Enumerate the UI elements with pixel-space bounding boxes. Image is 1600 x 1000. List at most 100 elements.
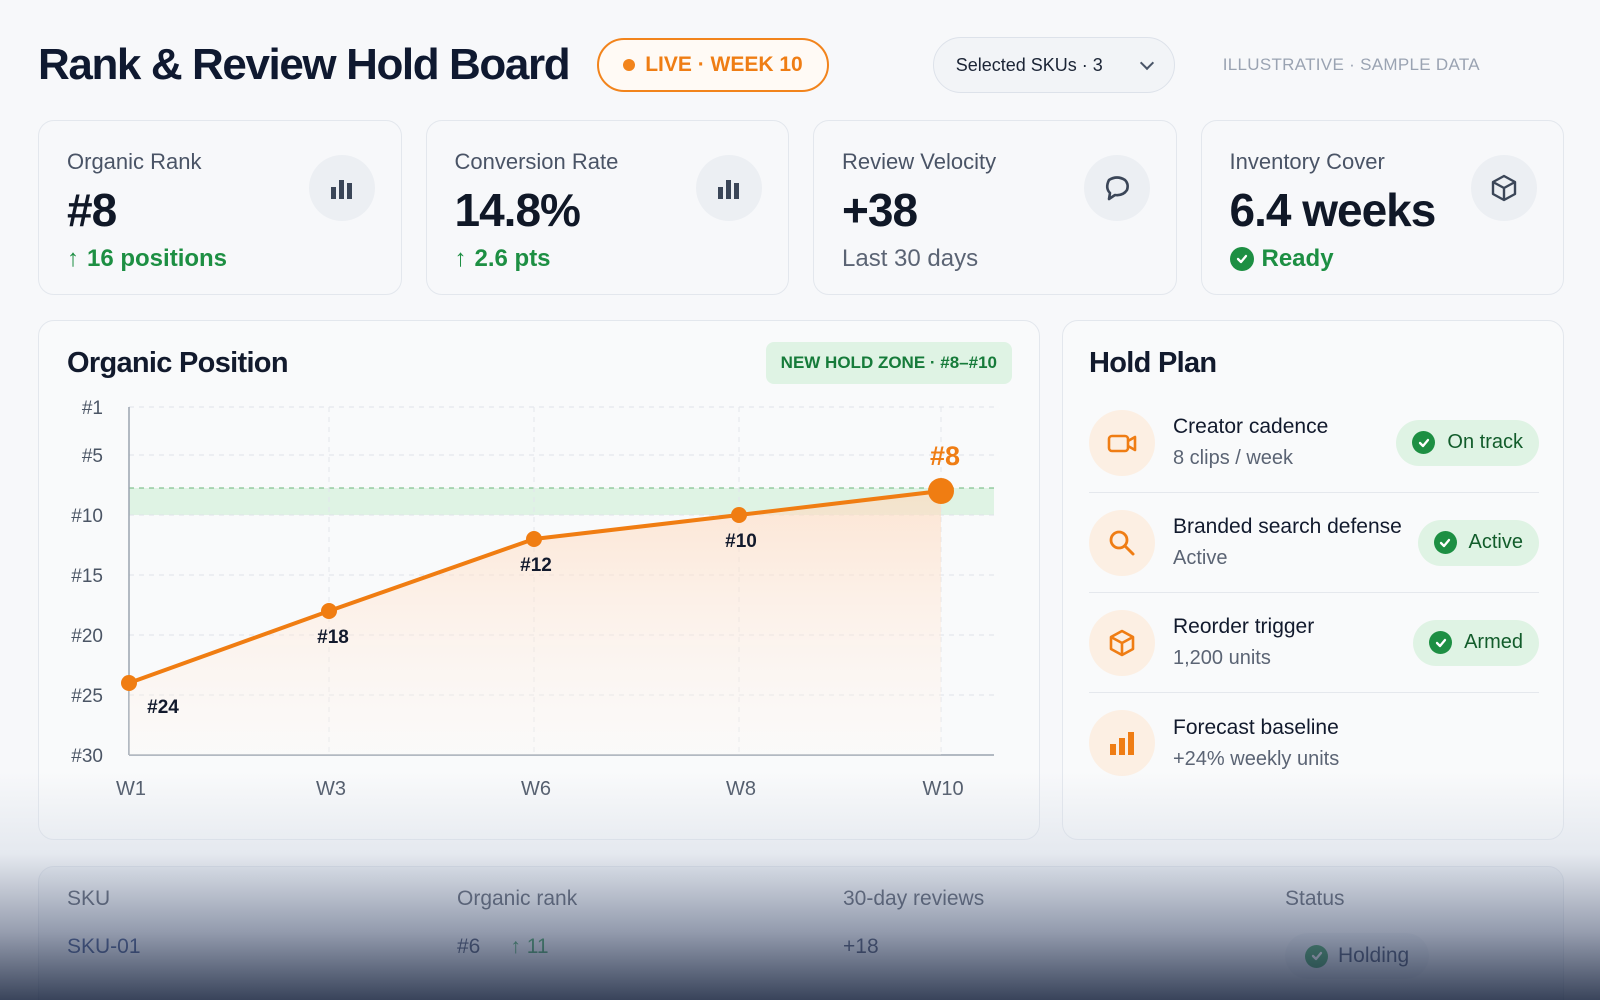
page-header: Rank & Review Hold Board LIVE · WEEK 10 … bbox=[38, 30, 1572, 100]
column-header-sku[interactable]: SKU bbox=[67, 887, 111, 910]
kpi-period: Last 30 days bbox=[842, 245, 979, 272]
box-icon bbox=[1089, 609, 1155, 676]
sku-cell[interactable]: SKU-01 bbox=[67, 935, 141, 958]
plan-item-forecast-baseline[interactable]: Forecast baseline +24% weekly units bbox=[1089, 693, 1539, 793]
kpi-trend: ↑ 16 positions bbox=[67, 245, 373, 273]
magnifier-icon bbox=[1089, 509, 1155, 576]
kpi-card-review-velocity[interactable]: Review Velocity +38 Last 30 days bbox=[813, 120, 1177, 295]
x-tick-label: W8 bbox=[726, 778, 756, 800]
plan-item-name: Branded search defense bbox=[1173, 515, 1402, 538]
data-label: #12 bbox=[520, 555, 552, 576]
kpi-trend-label: 16 positions bbox=[87, 245, 228, 272]
check-icon bbox=[1229, 247, 1254, 271]
rank-value: #6 bbox=[457, 935, 481, 958]
hold-plan-panel: Hold Plan Creator cadence 8 clips / week … bbox=[1062, 320, 1564, 840]
video-camera-icon bbox=[1089, 409, 1155, 476]
y-tick-label: #20 bbox=[71, 626, 103, 647]
sample-data-label: ILLUSTRATIVE · SAMPLE DATA bbox=[1222, 55, 1480, 74]
chat-bubble-icon bbox=[1083, 155, 1150, 221]
bar-chart-icon bbox=[696, 155, 762, 221]
kpi-trend: ↑ 2.6 pts bbox=[455, 245, 761, 273]
organic-position-chart: #1 #5 #10 #15 #20 #25 #30 W1 W3 W6 W8 W10 #24 #18 #12 #… bbox=[71, 398, 994, 800]
plan-item-detail: Active bbox=[1173, 547, 1228, 569]
kpi-value: 14.8% bbox=[454, 184, 581, 236]
plan-item-name: Forecast baseline bbox=[1173, 715, 1339, 739]
column-header-status[interactable]: Status bbox=[1285, 887, 1345, 910]
y-tick-label: #5 bbox=[82, 446, 103, 467]
data-label: #18 bbox=[317, 627, 349, 648]
kpi-label: Review Velocity bbox=[842, 149, 997, 174]
chevron-down-icon bbox=[1139, 55, 1154, 70]
y-tick-label: #15 bbox=[71, 566, 103, 587]
arrow-up-icon: ↑ bbox=[454, 245, 467, 272]
check-icon bbox=[1433, 531, 1457, 554]
selected-skus-label: Selected SKUs · 3 bbox=[955, 54, 1103, 75]
data-point[interactable] bbox=[121, 675, 137, 691]
status-label: On track bbox=[1447, 431, 1523, 453]
plan-item-creator-cadence[interactable]: Creator cadence 8 clips / week On track bbox=[1089, 393, 1539, 493]
plan-item-name: Reorder trigger bbox=[1173, 615, 1315, 638]
kpi-value: +38 bbox=[842, 184, 918, 236]
column-header-reviews[interactable]: 30-day reviews bbox=[843, 887, 985, 910]
status-badge: On track bbox=[1396, 419, 1539, 466]
kpi-card-organic-rank[interactable]: Organic Rank #8 ↑ 16 positions bbox=[38, 120, 402, 295]
live-week-label: LIVE · WEEK 10 bbox=[645, 53, 803, 76]
plan-item-detail: 1,200 units bbox=[1173, 647, 1271, 669]
x-tick-label: W1 bbox=[116, 778, 146, 800]
data-point[interactable] bbox=[526, 531, 542, 547]
status-label: Armed bbox=[1464, 631, 1523, 653]
x-tick-label: W10 bbox=[922, 778, 963, 800]
data-label: #10 bbox=[725, 531, 757, 552]
status-label: Holding bbox=[1338, 944, 1410, 967]
organic-position-area bbox=[129, 491, 941, 755]
x-tick-label: W6 bbox=[521, 778, 551, 800]
plan-item-branded-search-defense[interactable]: Branded search defense Active Active bbox=[1089, 493, 1539, 593]
check-icon bbox=[1305, 944, 1328, 968]
column-header-organic-rank[interactable]: Organic rank bbox=[457, 887, 578, 910]
kpi-card-inventory-cover[interactable]: Inventory Cover 6.4 weeks Ready bbox=[1200, 120, 1564, 295]
page-title: Rank & Review Hold Board bbox=[38, 40, 571, 89]
data-label: #8 bbox=[930, 441, 960, 471]
kpi-card-conversion-rate[interactable]: Conversion Rate 14.8% ↑ 2.6 pts bbox=[425, 120, 789, 295]
y-tick-label: #25 bbox=[71, 686, 103, 707]
y-tick-label: #1 bbox=[82, 398, 103, 419]
kpi-trend-label: 2.6 pts bbox=[474, 245, 551, 272]
kpi-status-label: Ready bbox=[1261, 245, 1334, 272]
data-point[interactable] bbox=[321, 603, 337, 619]
plan-item-detail: +24% weekly units bbox=[1173, 747, 1340, 770]
hold-plan-title: Hold Plan bbox=[1089, 347, 1217, 379]
organic-position-chart-panel: Organic Position NEW HOLD ZONE · #8–#10 … bbox=[38, 320, 1040, 840]
rank-delta-value: 11 bbox=[526, 935, 549, 958]
check-icon bbox=[1429, 631, 1453, 654]
plan-item-reorder-trigger[interactable]: Reorder trigger 1,200 units Armed bbox=[1089, 593, 1539, 693]
kpi-label: Organic Rank bbox=[67, 149, 202, 174]
live-week-badge[interactable]: LIVE · WEEK 10 bbox=[597, 38, 829, 92]
bar-chart-icon bbox=[1089, 710, 1155, 776]
selected-skus-dropdown[interactable]: Selected SKUs · 3 bbox=[932, 37, 1175, 93]
data-point[interactable] bbox=[928, 478, 954, 504]
data-point[interactable] bbox=[731, 507, 747, 523]
kpi-value: 6.4 weeks bbox=[1229, 184, 1437, 236]
kpi-status: Ready bbox=[1229, 245, 1536, 273]
rank-delta: ↑ 11 bbox=[510, 935, 548, 958]
x-tick-label: W3 bbox=[316, 778, 346, 800]
plan-item-detail: 8 clips / week bbox=[1173, 447, 1294, 469]
rank-cell: #6 ↑ 11 bbox=[457, 935, 549, 959]
live-dot-icon bbox=[623, 59, 636, 71]
sku-table: SKU Organic rank 30-day reviews Status S… bbox=[38, 866, 1564, 1000]
kpi-label: Inventory Cover bbox=[1229, 149, 1385, 174]
box-icon bbox=[1471, 155, 1537, 221]
status-badge: Armed bbox=[1413, 619, 1539, 666]
kpi-label: Conversion Rate bbox=[454, 149, 619, 174]
status-label: Active bbox=[1468, 531, 1523, 553]
bar-chart-icon bbox=[308, 155, 375, 221]
arrow-up-icon: ↑ bbox=[510, 935, 527, 958]
chart-title: Organic Position bbox=[67, 347, 289, 379]
status-badge: Holding bbox=[1285, 933, 1430, 979]
arrow-up-icon: ↑ bbox=[67, 245, 79, 272]
check-icon bbox=[1412, 431, 1436, 454]
y-tick-label: #10 bbox=[71, 506, 103, 527]
y-tick-label: #30 bbox=[71, 746, 103, 767]
kpi-cards: Organic Rank #8 ↑ 16 positions Conversion… bbox=[38, 120, 1564, 295]
